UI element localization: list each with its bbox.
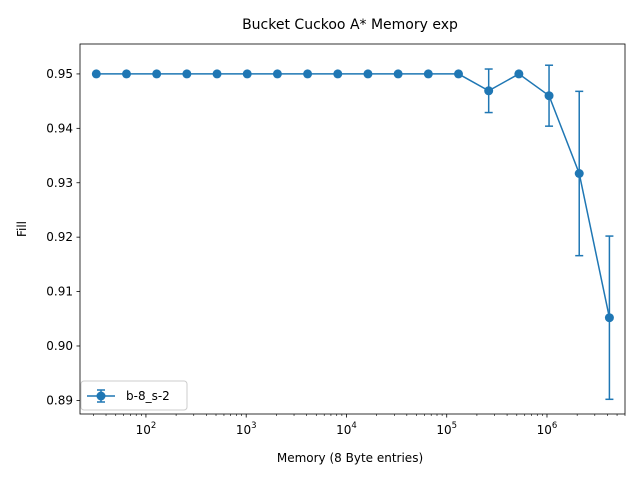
data-point (393, 69, 403, 79)
y-tick-label: 0.91 (46, 285, 73, 299)
legend-label: b-8_s-2 (126, 389, 170, 403)
data-point (423, 69, 433, 79)
y-tick-label: 0.90 (46, 339, 73, 353)
x-tick-label: 106 (537, 421, 558, 437)
data-point (303, 69, 313, 79)
data-point (514, 69, 524, 79)
x-tick-label: 105 (436, 421, 457, 437)
x-axis-label: Memory (8 Byte entries) (277, 451, 423, 465)
data-point (453, 69, 463, 79)
data-point (152, 69, 162, 79)
series-line (96, 73, 611, 318)
x-tick-label: 102 (136, 421, 157, 437)
data-point (272, 69, 282, 79)
x-tick-label: 103 (236, 421, 257, 437)
data-point (363, 69, 373, 79)
x-tick-label: 104 (336, 421, 357, 437)
y-tick-label: 0.95 (46, 67, 73, 81)
data-point (604, 313, 614, 323)
data-point (544, 91, 554, 101)
y-axis-label: Fill (15, 221, 29, 237)
data-point (574, 169, 584, 178)
data-point (333, 69, 343, 79)
data-point (484, 86, 494, 96)
data-point (182, 69, 192, 79)
data-point (121, 69, 131, 79)
data-point (91, 69, 101, 79)
axes-frame (79, 43, 626, 415)
data-point (212, 69, 222, 79)
y-tick-label: 0.93 (46, 176, 73, 190)
y-tick-label: 0.92 (46, 230, 73, 244)
legend-frame (80, 380, 188, 411)
data-point (242, 69, 252, 79)
plot-area: 0.89 0.90 0.91 0.92 0.93 0.94 0.95 102 103 104 105… (46, 43, 626, 437)
y-tick-label: 0.89 (46, 393, 73, 407)
legend: b-8_s-2 (80, 380, 188, 411)
y-tick-label: 0.94 (46, 121, 73, 135)
legend-point-marker (96, 391, 106, 401)
chart-title: Bucket Cuckoo A* Memory exp (242, 17, 458, 33)
